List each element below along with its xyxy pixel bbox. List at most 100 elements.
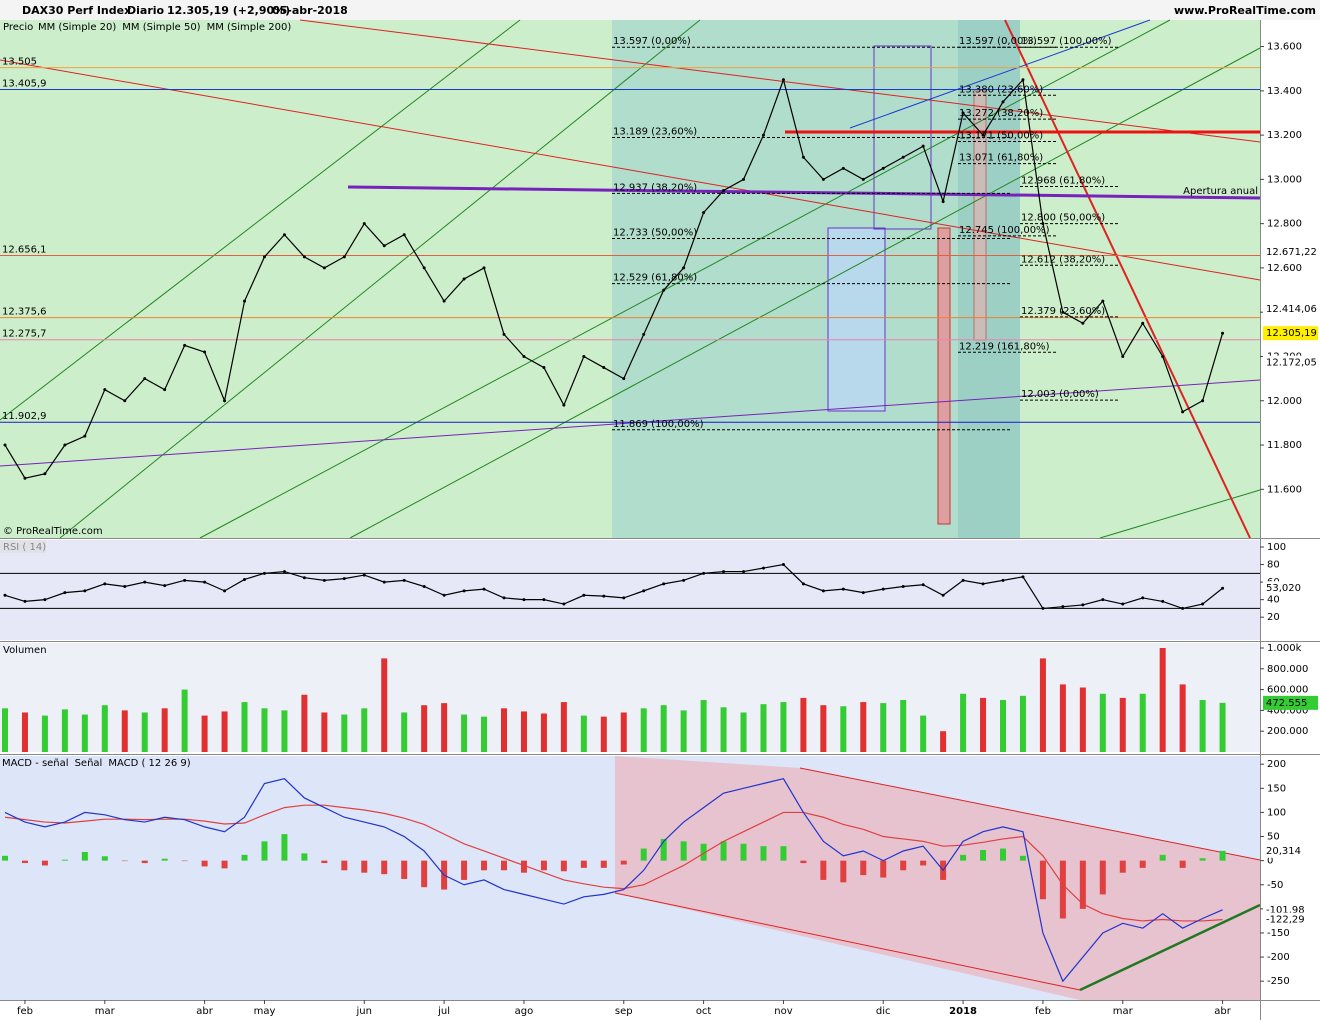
volume-bar — [1099, 693, 1106, 752]
price-line — [4, 77, 1224, 479]
point — [362, 222, 366, 226]
point — [781, 78, 785, 82]
point — [1121, 602, 1125, 606]
point — [282, 233, 286, 237]
channel-line — [199, 19, 1171, 539]
channel-line — [59, 19, 701, 539]
histogram-bar — [900, 860, 907, 871]
point — [1221, 331, 1225, 335]
trend-line — [849, 19, 1151, 129]
value-box — [1263, 581, 1318, 596]
histogram-bar — [560, 860, 567, 872]
point — [422, 584, 426, 588]
y-tick-label: 200.000 — [1267, 726, 1308, 737]
volume-bar — [860, 702, 867, 752]
point — [781, 563, 785, 567]
x-tick-label: mar — [95, 1006, 116, 1017]
histogram-bar — [980, 850, 987, 861]
histogram-bar — [740, 843, 747, 861]
volume-bar — [920, 715, 927, 752]
volume-bar — [640, 708, 647, 752]
histogram-bar — [221, 860, 228, 869]
histogram-bar — [321, 860, 328, 864]
histogram-bar — [21, 860, 28, 864]
trend-line — [1079, 903, 1261, 992]
volume-bar — [960, 693, 967, 752]
level-label: 13.505 — [2, 57, 37, 68]
point — [63, 591, 67, 595]
fib-label: 12.800 (50,00%) — [1021, 213, 1105, 224]
point — [682, 578, 686, 582]
annual-open-line — [347, 185, 1261, 200]
y-tick-label: 80 — [1267, 560, 1280, 571]
y-tick-label: 200 — [1267, 759, 1286, 770]
volume-bar — [501, 708, 507, 752]
value-box — [1263, 843, 1318, 858]
volume-bar — [760, 704, 767, 752]
histogram-bar — [41, 860, 48, 866]
last-price: 12.305,19 (+2,90%) — [167, 4, 290, 17]
volume-bar — [880, 703, 887, 752]
y-tick-label: 13.400 — [1267, 86, 1302, 97]
point — [662, 582, 666, 586]
volume-bar — [580, 715, 587, 752]
point — [103, 582, 107, 586]
volume-bar — [780, 702, 787, 752]
point — [841, 587, 845, 591]
volume-bar — [381, 658, 388, 752]
fib-label: 12.529 (61,80%) — [613, 273, 697, 284]
y-tick-label: 800.000 — [1267, 664, 1308, 675]
histogram-bar — [840, 860, 847, 883]
volume-bar — [680, 710, 687, 752]
point — [1081, 603, 1085, 607]
histogram-bar — [720, 841, 727, 861]
volume-bar — [940, 731, 947, 752]
point — [941, 593, 945, 597]
volume-bar — [301, 694, 308, 752]
point — [1061, 310, 1065, 314]
fib-label: 13.071 (61,80%) — [959, 153, 1043, 164]
value-box — [1263, 302, 1318, 317]
point — [861, 591, 865, 595]
histogram-bar — [880, 860, 887, 878]
histogram-bar — [780, 846, 787, 861]
fib-label: 12.937 (38,20%) — [613, 182, 697, 193]
volume-bar — [61, 709, 68, 752]
volume-bar — [1019, 695, 1026, 752]
legend-label: MM (Simple 20) — [38, 22, 116, 33]
point — [582, 354, 586, 358]
point — [921, 144, 925, 148]
volume-bar — [1000, 699, 1006, 752]
point — [961, 111, 965, 115]
point — [123, 399, 127, 403]
value-box-label: 20,314 — [1266, 846, 1301, 857]
volume-bar — [1039, 658, 1046, 752]
point — [761, 566, 765, 570]
volume-bar — [660, 705, 667, 752]
volume-bar — [81, 714, 88, 752]
level-label: 12.375,6 — [2, 307, 47, 318]
histogram-bar — [341, 860, 348, 871]
histogram-bar — [281, 834, 288, 861]
volume-bar — [21, 712, 28, 752]
point — [143, 580, 147, 584]
value-box-label: 53,020 — [1266, 583, 1301, 594]
x-tick-label: mar — [1113, 1006, 1134, 1017]
volume-bar — [2, 708, 8, 752]
point — [602, 366, 606, 370]
x-tick-label: may — [254, 1006, 276, 1017]
histogram-bar — [580, 860, 587, 868]
point — [582, 593, 586, 597]
y-tick-label: -200 — [1267, 952, 1290, 963]
x-tick-label: 2018 — [949, 1006, 977, 1017]
point — [322, 578, 326, 582]
volume-bar — [560, 702, 567, 752]
histogram-bar — [800, 860, 807, 864]
volume-bar — [1079, 687, 1086, 752]
volume-bar — [421, 705, 428, 752]
point — [322, 266, 326, 270]
value-box — [1263, 326, 1318, 341]
fib-label: 13.171 (50,00%) — [959, 131, 1043, 142]
point — [1121, 354, 1125, 358]
volume-bar — [161, 708, 168, 752]
